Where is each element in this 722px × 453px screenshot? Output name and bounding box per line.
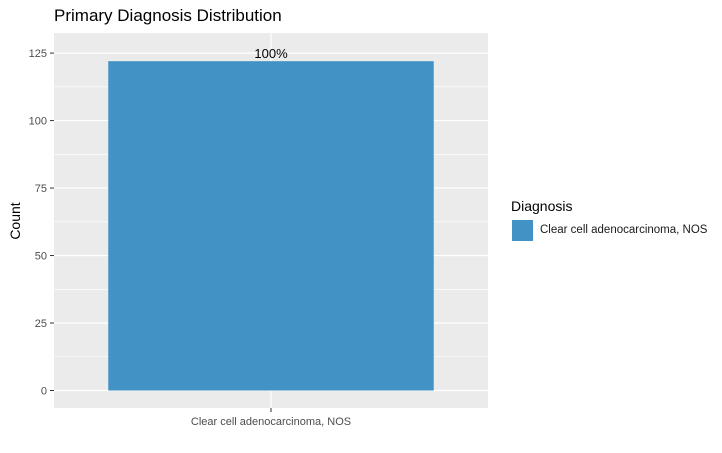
legend-swatch (512, 220, 533, 241)
y-tick-label: 125 (29, 48, 47, 60)
bar-data-label: 100% (254, 46, 288, 61)
x-tick-label: Clear cell adenocarcinoma, NOS (191, 416, 351, 428)
legend-label: Clear cell adenocarcinoma, NOS (540, 224, 708, 236)
y-tick-label: 100 (29, 116, 47, 128)
y-tick-label: 75 (35, 183, 47, 195)
bar (108, 61, 434, 391)
y-tick-label: 0 (41, 386, 47, 398)
legend-title: Diagnosis (511, 198, 573, 214)
y-tick-label: 25 (35, 318, 47, 330)
chart-title: Primary Diagnosis Distribution (54, 6, 282, 25)
y-tick-label: 50 (35, 251, 47, 263)
